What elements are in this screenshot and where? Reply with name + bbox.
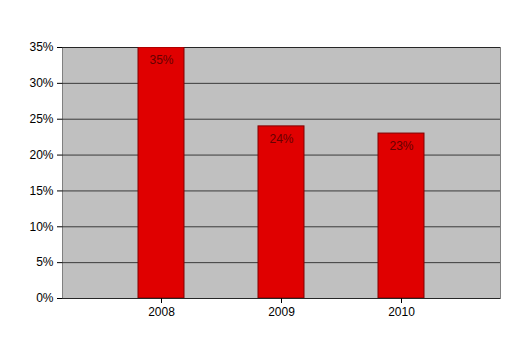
svg-text:25%: 25% bbox=[29, 112, 53, 126]
svg-text:20%: 20% bbox=[29, 148, 53, 162]
svg-text:10%: 10% bbox=[29, 220, 53, 234]
svg-text:35%: 35% bbox=[149, 53, 173, 67]
svg-text:24%: 24% bbox=[269, 132, 293, 146]
svg-text:2010: 2010 bbox=[388, 305, 415, 319]
svg-text:2008: 2008 bbox=[148, 305, 175, 319]
svg-text:23%: 23% bbox=[389, 139, 413, 153]
svg-text:35%: 35% bbox=[29, 40, 53, 54]
svg-text:0%: 0% bbox=[36, 291, 54, 305]
svg-text:5%: 5% bbox=[36, 255, 54, 269]
svg-text:30%: 30% bbox=[29, 76, 53, 90]
svg-text:2009: 2009 bbox=[268, 305, 295, 319]
svg-text:15%: 15% bbox=[29, 184, 53, 198]
